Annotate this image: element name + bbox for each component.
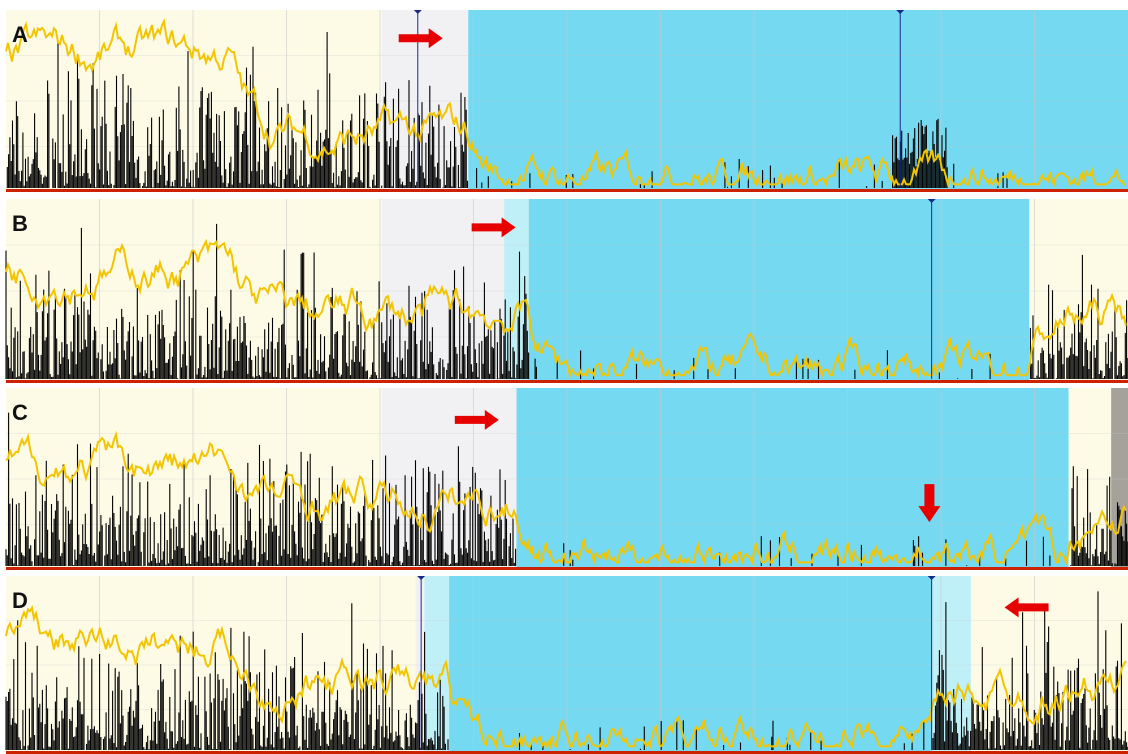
light-trace [5,18,1126,189]
arrow-right-icon [398,28,443,49]
panel-label: C [12,400,28,425]
panel-label: D [12,588,28,613]
panel-separator [0,383,1128,387]
time-bar [6,567,1128,570]
light-trace [5,238,1127,380]
arrow-right-icon [471,217,516,238]
panel-separator [0,192,1128,196]
panel-label: A [12,22,28,47]
time-bar [6,380,1128,383]
activity-trace [5,223,1128,379]
panel-label: B [12,211,28,236]
arrow-left-icon [1004,597,1049,618]
arrow-right-icon [454,409,499,430]
time-bar [6,189,1128,192]
activity-trace [5,412,1128,566]
light-trace [5,604,1127,751]
time-bar [6,751,1128,754]
panel-separator [0,570,1128,574]
activity-trace [6,32,1008,188]
arrow-down-icon [918,484,941,523]
light-trace [5,430,1127,567]
